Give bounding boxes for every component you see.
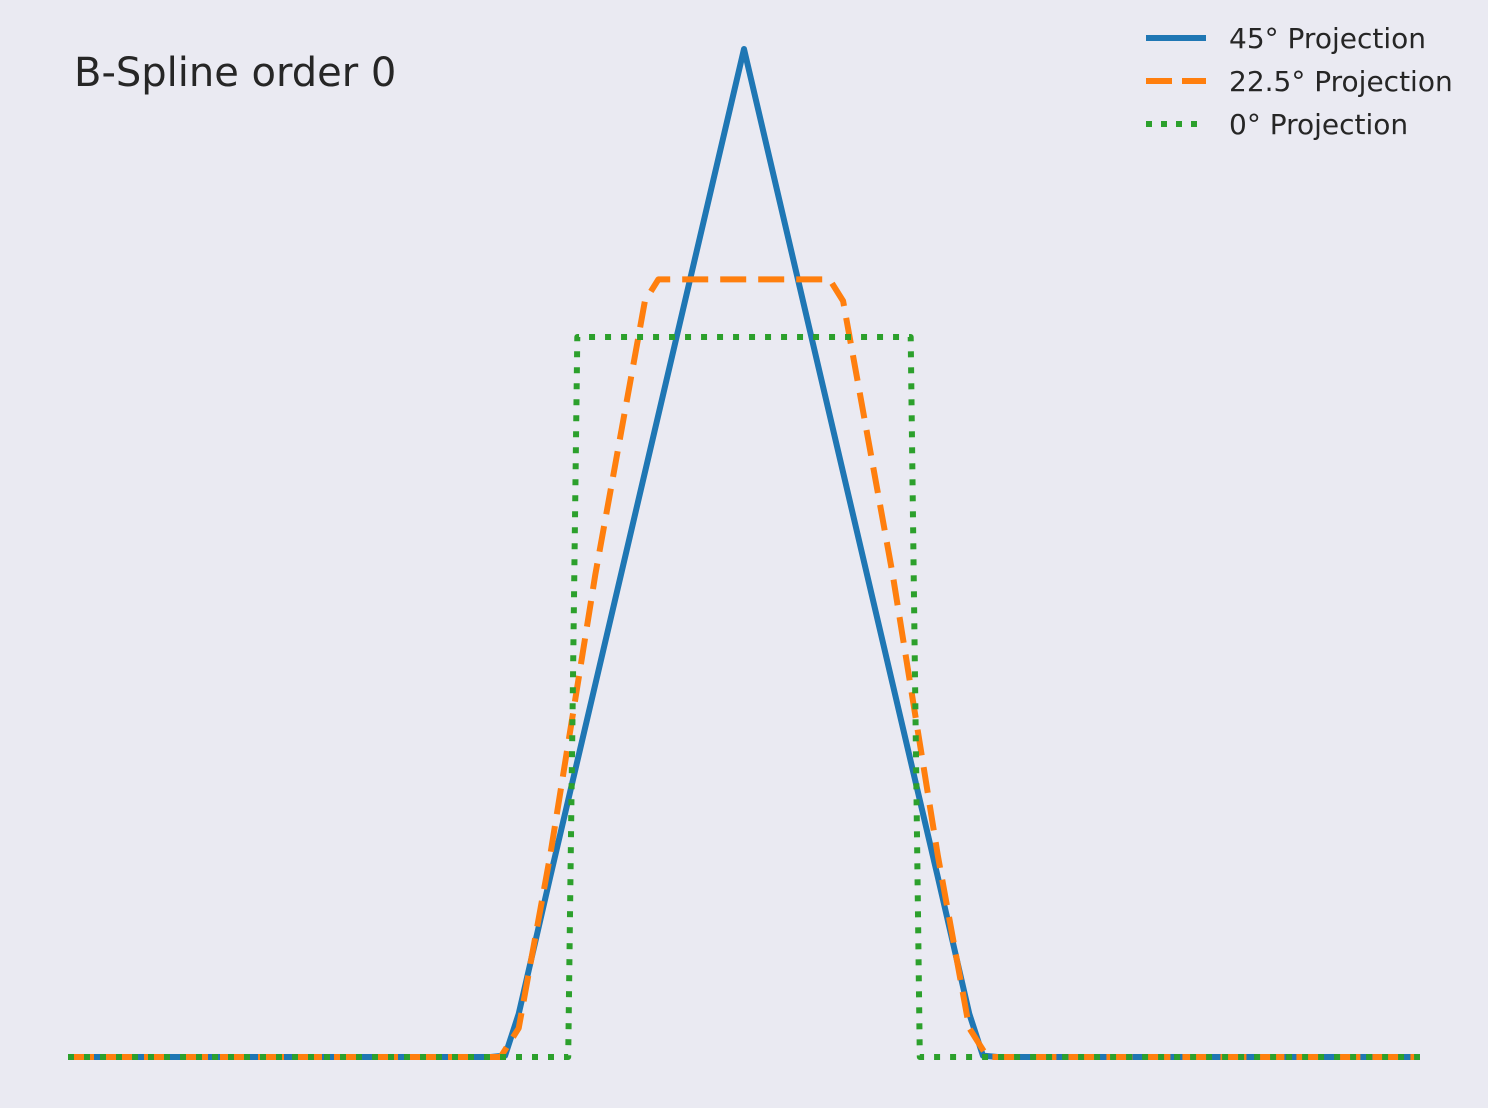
series-line-0 — [68, 46, 1420, 1060]
series-line-2 — [68, 334, 1420, 1060]
series-line-1 — [68, 276, 1420, 1060]
series-lines — [68, 46, 1420, 1060]
chart-annotation: B-Spline order 0 — [74, 50, 396, 96]
legend-label-2: 0° Projection — [1229, 108, 1408, 141]
legend-label-1: 22.5° Projection — [1229, 65, 1453, 98]
legend: 45° Projection 22.5° Projection 0° Project… — [1146, 22, 1453, 141]
legend-label-0: 45° Projection — [1229, 22, 1426, 55]
